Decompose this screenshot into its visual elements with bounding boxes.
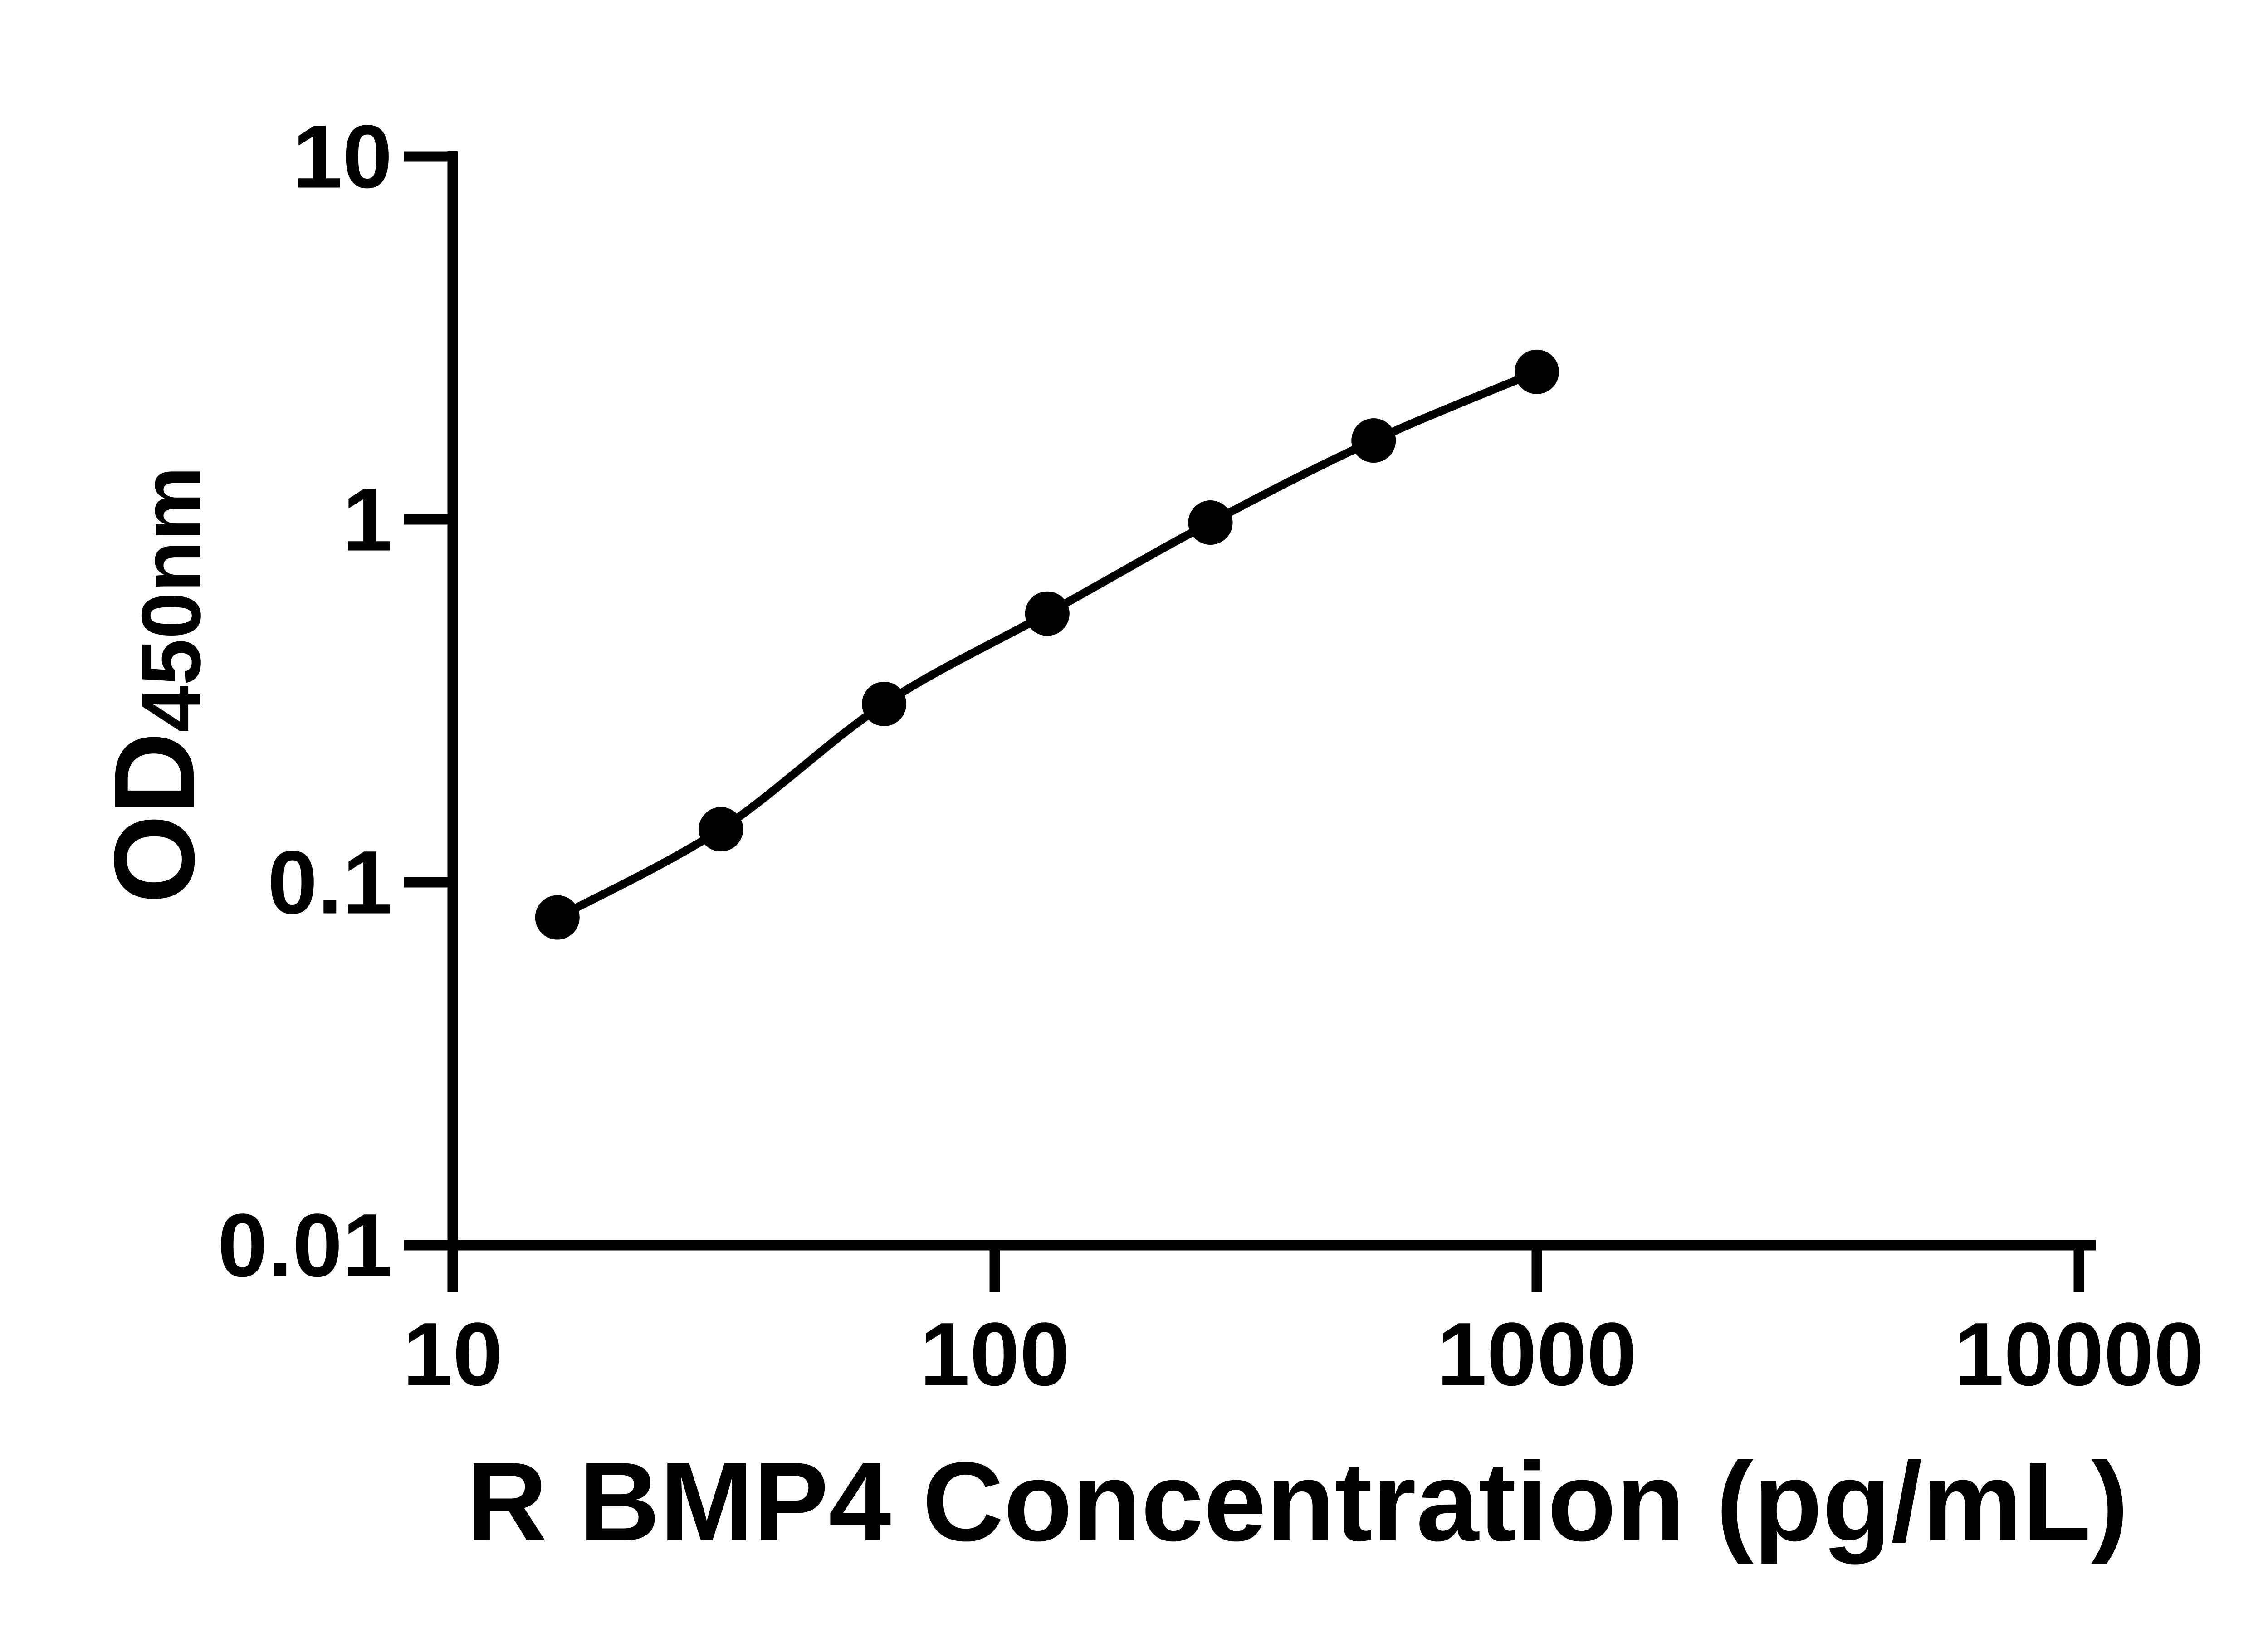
y-tick-label: 1 [342, 469, 392, 570]
data-point [535, 895, 580, 940]
y-tick-label: 0.01 [218, 1195, 392, 1296]
data-point [1515, 349, 1559, 394]
y-axis-title-main: OD [91, 732, 218, 904]
y-tick-label: 0.1 [268, 832, 392, 933]
axes-frame [447, 151, 2096, 1251]
y-tick-labels: 10 1 0.1 0.01 [218, 107, 392, 1296]
y-axis-title: OD450nm [91, 466, 219, 904]
x-axis-title: R BMP4 Concentration (pg/mL) [466, 1438, 2129, 1565]
tick-marks [404, 151, 2084, 1292]
data-point [1025, 591, 1070, 636]
data-point [699, 807, 743, 852]
x-tick-label: 1000 [1437, 1304, 1637, 1404]
x-tick-label: 10 [403, 1304, 503, 1404]
y-tick-label: 10 [293, 107, 392, 207]
data-point [862, 681, 907, 726]
data-point [1188, 500, 1233, 545]
x-tick-label: 100 [920, 1304, 1070, 1404]
x-tick-labels: 10 100 1000 10000 [403, 1304, 2204, 1404]
x-tick-label: 10000 [1954, 1304, 2204, 1404]
data-point [1351, 418, 1396, 463]
y-axis-title-subscript: 450nm [125, 466, 218, 732]
data-points [535, 349, 1559, 940]
